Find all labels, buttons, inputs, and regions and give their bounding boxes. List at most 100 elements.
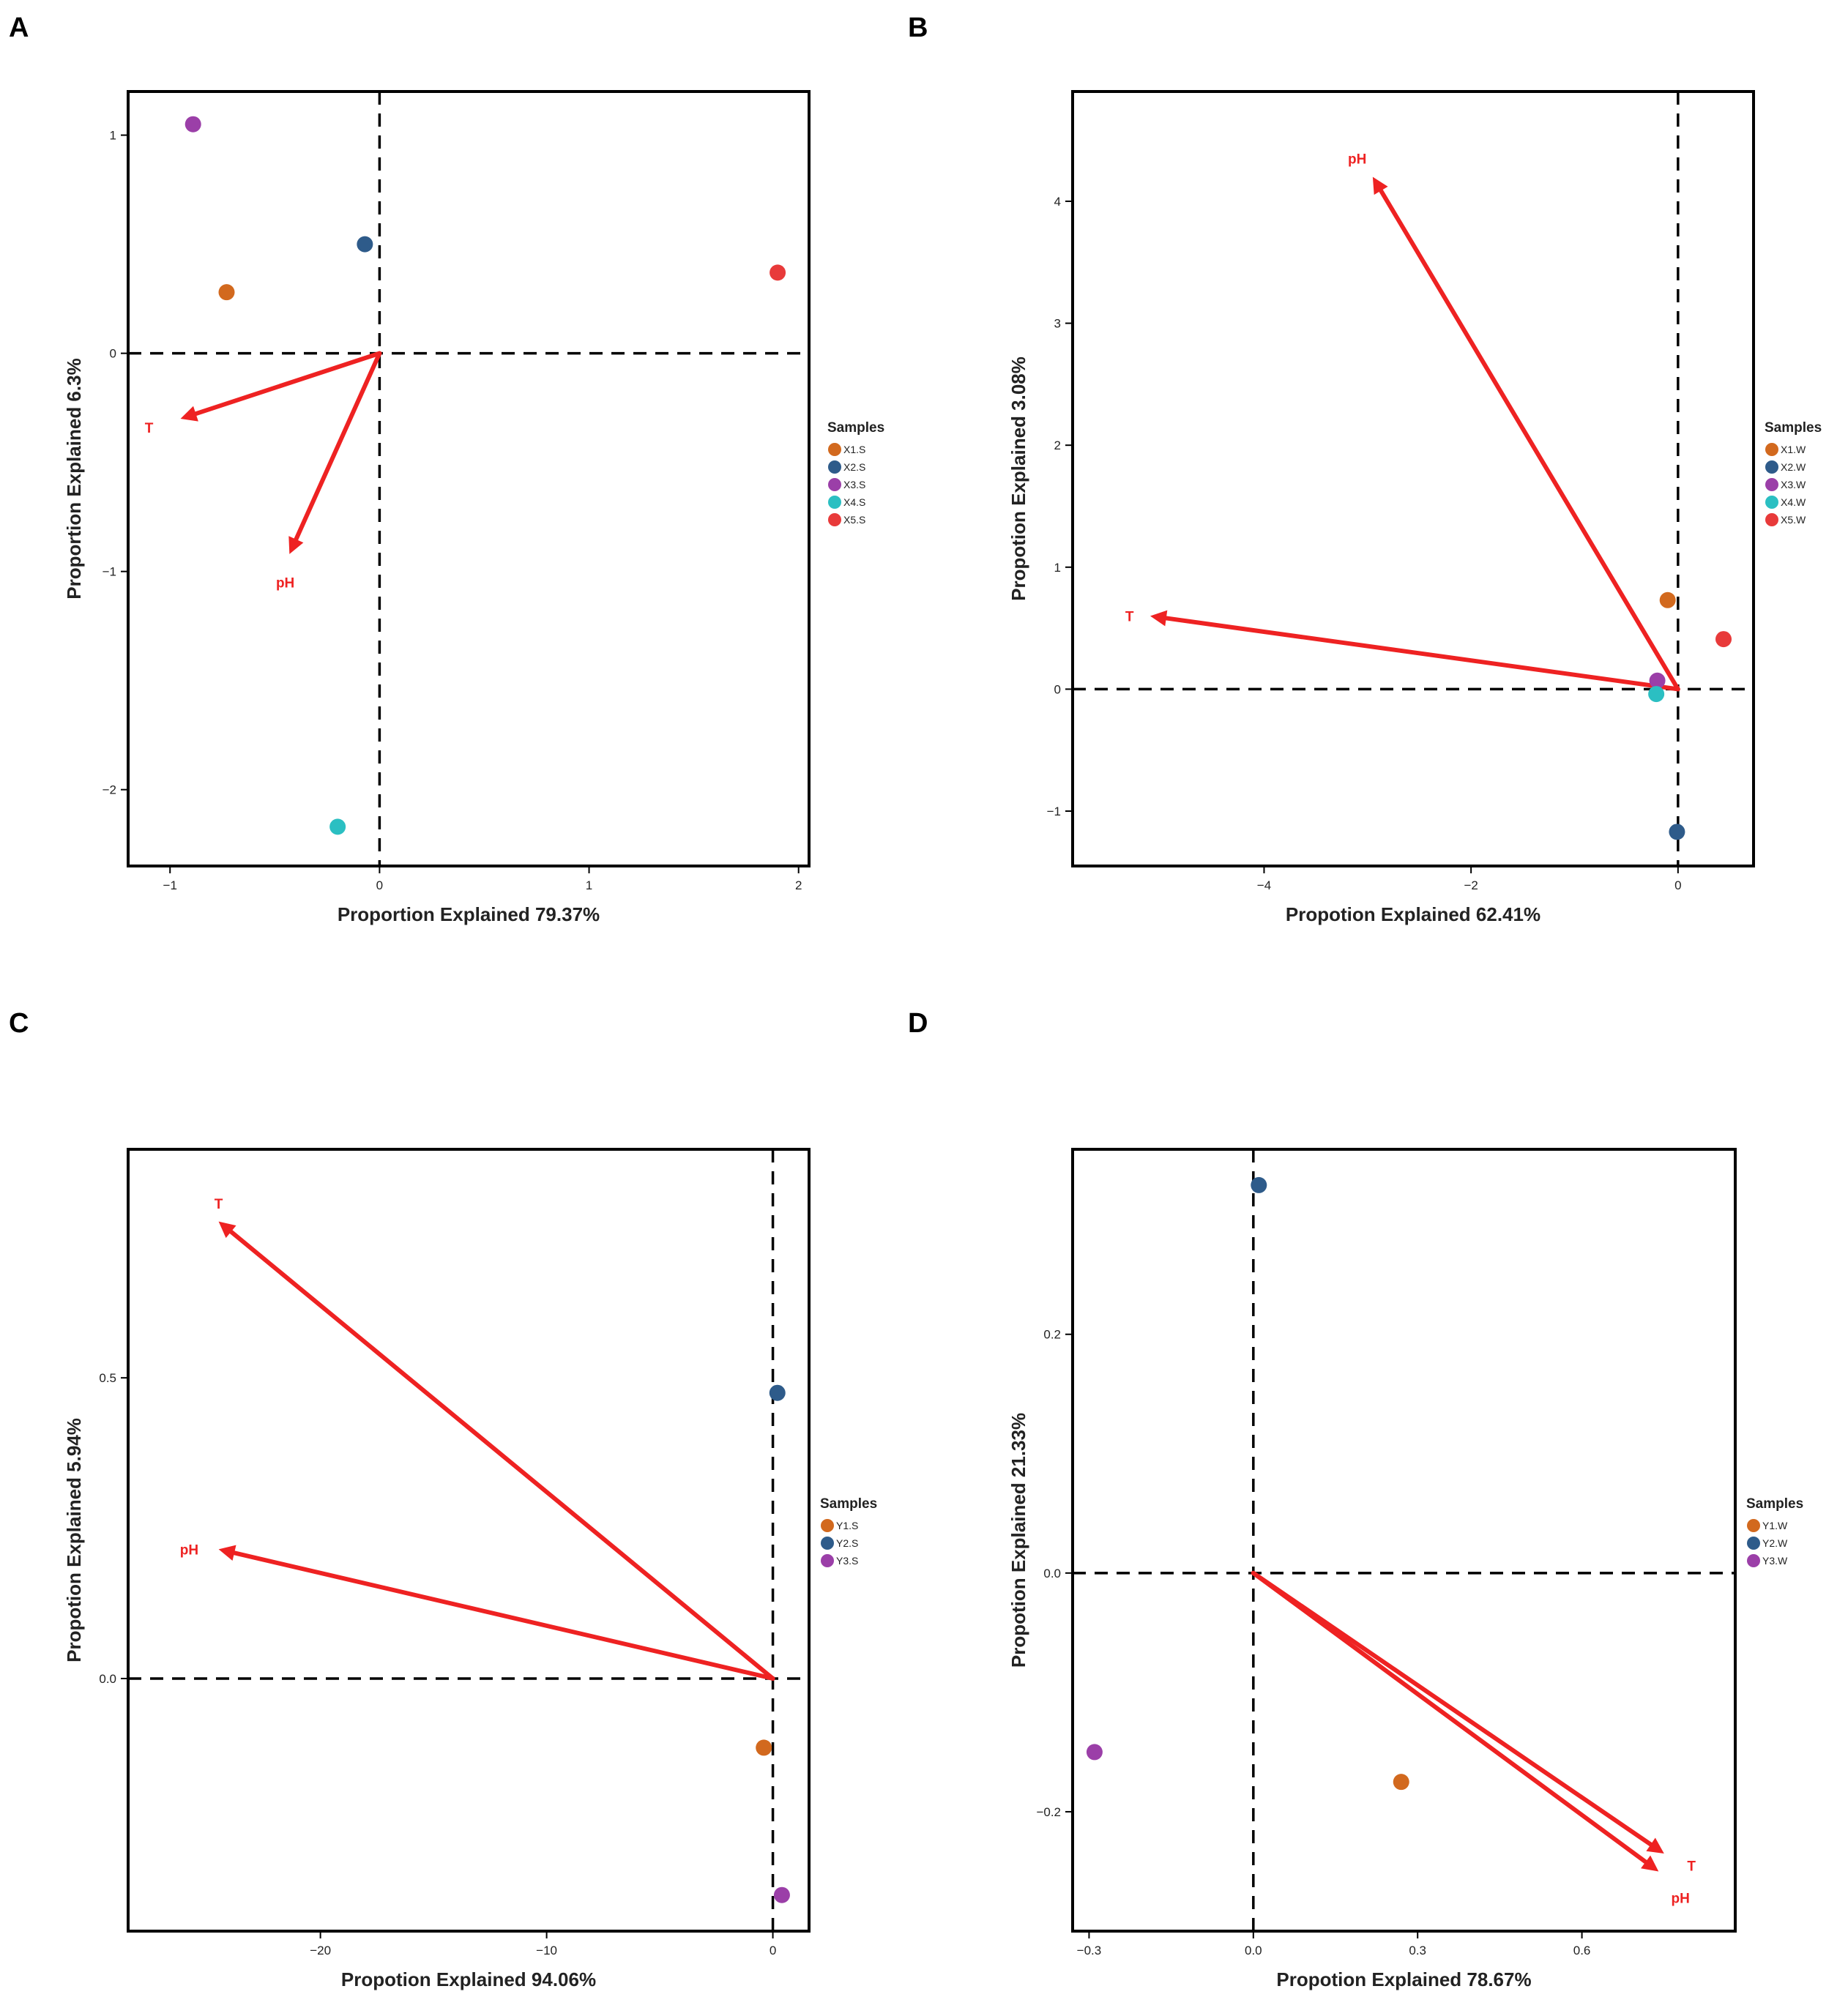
vector-arrowhead-t — [180, 406, 198, 422]
data-point-y2-w — [1251, 1176, 1267, 1193]
legend-swatch — [1765, 513, 1778, 526]
vector-label-ph: pH — [1348, 152, 1366, 168]
vector-arrowhead-ph — [1372, 176, 1388, 195]
y-tick-label: 2 — [1054, 438, 1061, 452]
plot-frame — [127, 90, 811, 867]
vector-label-t: T — [1687, 1859, 1696, 1874]
vector-arrowhead-ph — [218, 1545, 236, 1561]
x-tick-label: 0.6 — [1573, 1944, 1591, 1957]
legend-item-label: X4.S — [843, 496, 865, 508]
legend: Samples X1.S X2.S X3.S X4.S X5.S — [827, 420, 884, 526]
y-tick-label: −1 — [1047, 805, 1061, 818]
y-tick-label: 0 — [110, 347, 116, 361]
panel-letter: B — [908, 12, 928, 43]
legend-item-label: Y2.S — [836, 1537, 858, 1549]
legend-swatch — [1765, 443, 1778, 456]
legend-swatch — [1747, 1554, 1760, 1567]
legend-title: Samples — [820, 1496, 877, 1512]
data-point-x1-s — [218, 284, 235, 301]
legend-item-label: Y1.S — [836, 1520, 858, 1531]
legend-item-label: X1.S — [843, 444, 865, 455]
data-point-x3-w — [1649, 672, 1666, 689]
x-tick-label: 0 — [376, 878, 383, 892]
y-tick-label: 0.5 — [99, 1371, 116, 1385]
y-axis-title: Propotion Explained 21.33% — [1007, 1413, 1029, 1668]
legend-item-label: X3.W — [1781, 479, 1806, 490]
x-tick-label: 0 — [770, 1944, 776, 1957]
vector-line-ph — [294, 351, 382, 542]
legend-item-label: Y1.W — [1762, 1520, 1788, 1531]
panel-d: D TpH −0.3 0.0 0.3 0.6 −0.2 0.0 0.2 Propotion Exp… — [908, 1008, 1803, 1990]
x-axis-title: Propotion Explained 78.67% — [1276, 1968, 1531, 1990]
y-axis-title: Propotion Explained 5.94% — [63, 1418, 85, 1662]
data-point-x5-s — [770, 264, 786, 281]
vector-label-ph: pH — [276, 576, 294, 591]
legend-swatch — [828, 460, 841, 474]
y-axis-title: Proportion Explained 6.3% — [63, 358, 85, 599]
legend-title: Samples — [1765, 420, 1822, 436]
panel-a: A TpH −1 0 1 2 −2 −1 0 1 Proportion Explained 79.3… — [9, 12, 884, 925]
x-tick-label: −1 — [163, 878, 177, 892]
vector-arrowhead-ph — [288, 536, 304, 554]
plot-frame — [1071, 90, 1755, 867]
y-tick-label: 1 — [1054, 561, 1061, 575]
x-tick-label: 0.0 — [1245, 1944, 1262, 1957]
legend-swatch — [828, 496, 841, 509]
x-tick-label: −4 — [1257, 878, 1271, 892]
vector-line-ph — [1379, 188, 1680, 692]
y-tick-label: 0 — [1054, 682, 1061, 696]
y-tick-label: 1 — [110, 129, 116, 143]
data-point-y3-w — [1086, 1744, 1103, 1761]
x-tick-label: 0 — [1674, 878, 1681, 892]
legend-swatch — [828, 478, 841, 491]
vector-line-t — [1163, 616, 1680, 692]
vector-label-t: T — [145, 421, 154, 436]
data-point-x2-s — [357, 236, 373, 253]
x-tick-label: −2 — [1464, 878, 1478, 892]
plot-frame — [127, 1148, 811, 1933]
legend-item-label: Y3.W — [1762, 1555, 1788, 1567]
legend-swatch — [828, 443, 841, 456]
plot-frame — [1071, 1148, 1737, 1933]
legend-title: Samples — [1746, 1496, 1803, 1512]
panel-letter: A — [9, 12, 29, 43]
legend-swatch — [1747, 1537, 1760, 1550]
data-point-x1-w — [1659, 591, 1676, 608]
y-tick-label: 0.2 — [1043, 1328, 1061, 1342]
x-axis-title: Propotion Explained 62.41% — [1286, 903, 1540, 925]
y-tick-label: −0.2 — [1036, 1805, 1061, 1819]
legend-item-label: X2.W — [1781, 461, 1806, 473]
legend-swatch — [828, 513, 841, 526]
vector-line-ph — [232, 1550, 775, 1681]
vector-line-t — [1251, 1570, 1653, 1847]
x-tick-label: 1 — [586, 878, 592, 892]
legend: Samples X1.W X2.W X3.W X4.W X5.W — [1765, 420, 1822, 526]
legend-item-label: X5.W — [1781, 514, 1806, 526]
x-axis-title: Proportion Explained 79.37% — [338, 903, 600, 925]
y-axis-title: Propotion Explained 3.08% — [1007, 357, 1029, 601]
x-tick-label: −0.3 — [1077, 1944, 1102, 1957]
legend-item-label: X4.W — [1781, 496, 1806, 508]
data-point-y1-w — [1393, 1774, 1409, 1791]
legend-swatch — [821, 1554, 834, 1567]
legend-swatch — [1765, 496, 1778, 509]
legend-item-label: X3.S — [843, 479, 865, 490]
vector-label-t: T — [1125, 609, 1134, 624]
legend-item-label: X5.S — [843, 514, 865, 526]
legend-item-label: Y3.S — [836, 1555, 858, 1567]
data-point-x2-w — [1669, 824, 1685, 840]
y-tick-label: 0.0 — [1043, 1567, 1061, 1580]
y-tick-label: −2 — [103, 783, 116, 797]
vector-arrowhead-t — [1150, 610, 1168, 627]
x-tick-label: −10 — [536, 1944, 557, 1957]
x-tick-label: −20 — [310, 1944, 331, 1957]
vector-line-ph — [1251, 1570, 1648, 1865]
x-axis-title: Propotion Explained 94.06% — [341, 1968, 596, 1990]
y-tick-label: 0.0 — [99, 1672, 116, 1686]
legend-title: Samples — [827, 420, 884, 436]
legend-item-label: Y2.W — [1762, 1537, 1788, 1549]
legend: Samples Y1.W Y2.W Y3.W — [1746, 1496, 1803, 1567]
data-point-x3-s — [185, 116, 201, 132]
y-tick-label: 4 — [1054, 195, 1061, 209]
